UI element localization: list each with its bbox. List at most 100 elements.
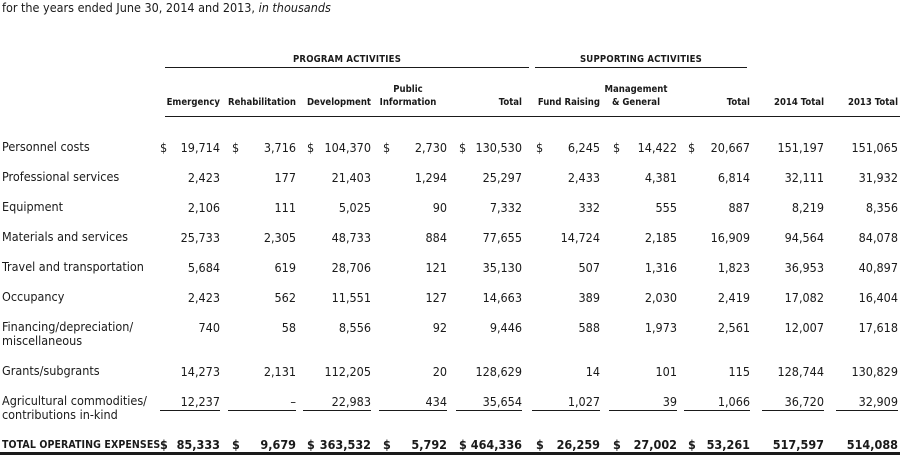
cell-value: 389 [578, 290, 600, 305]
cell-value: 31,932 [858, 170, 898, 185]
cell-value: 1,973 [644, 320, 677, 335]
column-header: Rehabilitation [206, 96, 296, 109]
currency-symbol: $ [307, 437, 315, 452]
cell-value: 151,065 [851, 140, 899, 155]
currency-symbol: $ [232, 140, 240, 155]
subtotal-rule [228, 410, 296, 411]
cell-value: 92 [432, 320, 447, 335]
cell-value: 35,130 [482, 260, 522, 275]
column-header-line2: Total [726, 97, 750, 108]
row-label-line1: Professional services [2, 169, 120, 184]
cell-value: – [290, 394, 296, 409]
cell-value: 8,556 [338, 320, 371, 335]
cell-value: 115 [728, 364, 750, 379]
cell-value: 464,336 [470, 437, 522, 452]
currency-symbol: $ [459, 437, 467, 452]
cell-value: 514,088 [846, 437, 898, 452]
subtitle-text: for the years ended June 30, 2014 and 20… [2, 0, 259, 15]
row-label-line1: Financing/depreciation/ [2, 319, 134, 334]
cell-value: 128,744 [777, 364, 825, 379]
row-label-line1: Agricultural commodities/ [2, 393, 147, 408]
row-label: Grants/subgrants [2, 364, 100, 378]
currency-symbol: $ [536, 140, 544, 155]
cell-value: 104,370 [324, 140, 372, 155]
row-label-line1: Travel and transportation [2, 259, 144, 274]
cell-value: 588 [578, 320, 600, 335]
currency-symbol: $ [383, 437, 391, 452]
cell-value: 130,829 [851, 364, 899, 379]
cell-value: 17,082 [784, 290, 824, 305]
cell-value: 17,618 [858, 320, 898, 335]
column-header: Development [281, 96, 371, 109]
cell-value: 2,433 [567, 170, 600, 185]
cell-value: 177 [274, 170, 296, 185]
cell-value: 434 [425, 394, 447, 409]
cell-value: 128,629 [475, 364, 523, 379]
row-label-line1: Equipment [2, 199, 64, 214]
cell-value: 2,131 [263, 364, 296, 379]
cell-value: 3,716 [263, 140, 296, 155]
column-header: 2013 Total [808, 96, 898, 109]
currency-symbol: $ [536, 437, 544, 452]
subtotal-rule [684, 410, 750, 411]
group-rule-supporting [535, 67, 747, 68]
column-header-line2: & General [611, 97, 661, 108]
cell-value: 11,551 [331, 290, 371, 305]
cell-value: 9,446 [489, 320, 522, 335]
cell-value: 26,259 [556, 437, 600, 452]
cell-value: 28,706 [331, 260, 371, 275]
cell-value: 36,720 [784, 394, 824, 409]
cell-value: 2,305 [263, 230, 296, 245]
cell-value: 14,663 [482, 290, 522, 305]
cell-value: 94,564 [784, 230, 824, 245]
subtotal-rule [456, 410, 522, 411]
cell-value: 555 [655, 200, 677, 215]
cell-value: 4,381 [644, 170, 677, 185]
cell-value: 2,561 [717, 320, 750, 335]
column-header-line2: Development [306, 97, 371, 108]
column-header-line2: Information [379, 97, 437, 108]
cell-value: 332 [578, 200, 600, 215]
column-header: Emergency [130, 96, 220, 109]
currency-symbol: $ [613, 437, 621, 452]
cell-value: 53,261 [706, 437, 750, 452]
cell-value: 14,422 [637, 140, 677, 155]
currency-symbol: $ [232, 437, 240, 452]
column-header-line2: 2013 Total [848, 97, 898, 108]
cell-value: 127 [425, 290, 447, 305]
cell-value: 112,205 [324, 364, 372, 379]
column-header-line2: Emergency [166, 97, 220, 108]
group-header-program: PROGRAM ACTIVITIES [292, 54, 402, 65]
currency-symbol: $ [383, 140, 391, 155]
subtotal-rule [609, 410, 677, 411]
cell-value: 5,792 [411, 437, 447, 452]
cell-value: 2,423 [187, 170, 220, 185]
cell-value: 90 [432, 200, 447, 215]
column-header-line2: Total [498, 97, 522, 108]
row-label-line1: Materials and services [2, 229, 128, 244]
cell-value: 58 [281, 320, 296, 335]
column-header: Management & General [591, 83, 681, 109]
cell-value: 21,403 [331, 170, 371, 185]
column-header-line1: Management [604, 84, 668, 95]
group-header-supporting: SUPPORTING ACTIVITIES [579, 54, 703, 65]
column-header: Fund Raising [510, 96, 600, 109]
cell-value: 20 [432, 364, 447, 379]
row-label: Professional services [2, 170, 119, 184]
cell-value: 121 [425, 260, 447, 275]
cell-value: 6,814 [717, 170, 750, 185]
cell-value: 2,730 [414, 140, 447, 155]
row-label-line2: miscellaneous [2, 333, 83, 348]
cell-value: 2,423 [187, 290, 220, 305]
column-header-line1: Public [393, 84, 423, 95]
currency-symbol: $ [613, 140, 621, 155]
total-double-rule [0, 452, 900, 455]
cell-value: 27,002 [633, 437, 677, 452]
currency-symbol: $ [160, 140, 168, 155]
currency-symbol: $ [307, 140, 315, 155]
cell-value: 84,078 [858, 230, 898, 245]
row-label-line1: Personnel costs [2, 139, 90, 154]
column-header: Total [432, 96, 522, 109]
column-header: Public Information [363, 83, 453, 109]
row-label: Materials and services [2, 230, 128, 244]
